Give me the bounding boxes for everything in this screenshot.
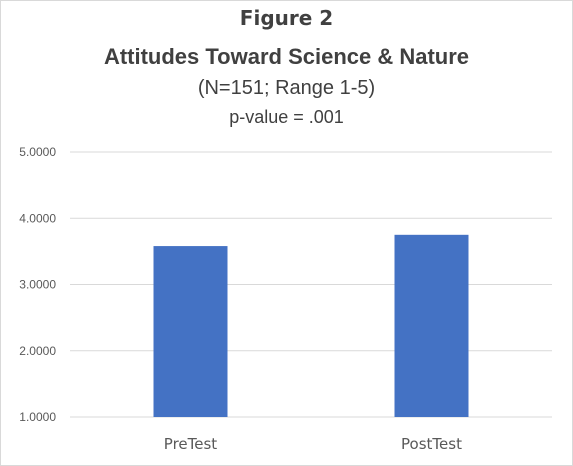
bars [153, 234, 469, 417]
chart-subtitle-sample: (N=151; Range 1-5) [197, 77, 376, 99]
chart-title: Figure 2 [239, 6, 334, 30]
chart-subtitle-pvalue: p-value = .001 [229, 107, 344, 127]
x-tick-label: PreTest [164, 435, 218, 453]
chart-subtitle-main: Attitudes Toward Science & Nature [103, 44, 470, 69]
x-tick-label: PostTest [401, 435, 462, 453]
x-axis-labels: PreTest PostTest [164, 435, 462, 453]
y-tick-label: 5.0000 [19, 145, 56, 159]
gridlines [70, 151, 552, 418]
y-tick-label: 3.0000 [19, 278, 56, 292]
bar-pretest [153, 246, 228, 417]
bar-posttest [394, 234, 469, 417]
y-tick-label: 1.0000 [19, 410, 56, 424]
y-tick-label: 2.0000 [19, 344, 56, 358]
y-tick-label: 4.0000 [19, 211, 56, 225]
y-axis-ticks: 1.0000 2.0000 3.0000 4.0000 5.0000 [19, 145, 56, 424]
